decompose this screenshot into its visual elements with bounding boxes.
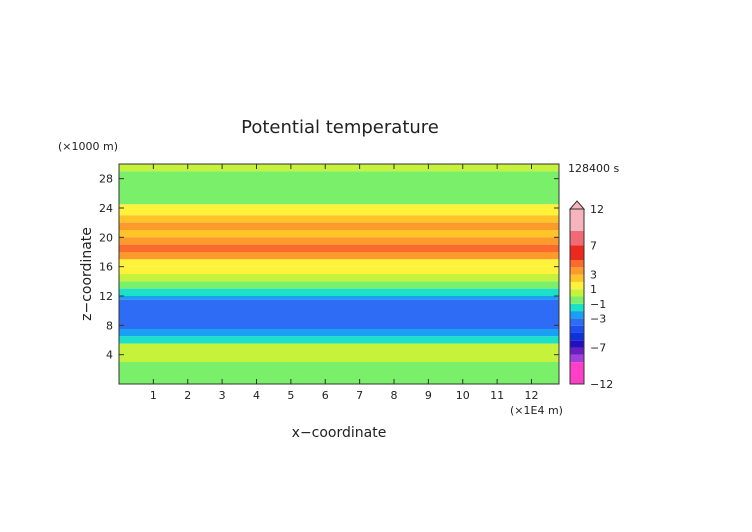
x-axis-label: x−coordinate: [292, 425, 387, 441]
x-unit-label: (×1E4 m): [510, 404, 563, 417]
colorbar-labels: 12 7 31 −1−3 −7 −12: [590, 203, 613, 391]
colorbar-label-4: −1: [590, 298, 606, 311]
colorbar-segment-15: [570, 245, 584, 261]
heatmap-band-5: [119, 230, 559, 238]
y-tick-label-0: 4: [106, 349, 113, 362]
x-tick-label-5: 6: [322, 389, 329, 402]
heatmap-band-12: [119, 281, 559, 289]
heatmap-band-13: [119, 288, 559, 296]
heatmap-band-3: [119, 215, 559, 223]
y-axis-ticks: 4 8 12 16 20 24 28: [99, 173, 559, 362]
colorbar-segment-16: [570, 230, 584, 246]
heatmap-plot-area: [118, 163, 560, 385]
x-axis-ticks: 1 2 3 4 5 6 7 8 9 10 11 12: [150, 164, 539, 402]
x-tick-label-1: 2: [184, 389, 191, 402]
colorbar-label-2: 3: [590, 269, 597, 282]
heatmap-band-14: [119, 296, 559, 300]
colorbar-label-6: −7: [590, 342, 606, 355]
x-tick-label-2: 3: [219, 389, 226, 402]
colorbar-label-1: 7: [590, 239, 597, 252]
colorbar-segment-14: [570, 260, 584, 268]
y-axis-label: z−coordinate: [79, 227, 95, 321]
heatmap-band-11: [119, 274, 559, 282]
colorbar-segment-17: [570, 209, 584, 231]
colorbar-segment-6: [570, 318, 584, 326]
heatmap-band-18: [119, 343, 559, 362]
heatmap-band-0: [119, 164, 559, 172]
x-tick-label-4: 5: [287, 389, 294, 402]
chart-title: Potential temperature: [241, 117, 439, 138]
colorbar-extend-arrow: [568, 200, 586, 210]
colorbar-label-3: 1: [590, 283, 597, 296]
x-tick-label-11: 12: [525, 389, 539, 402]
colorbar-segment-12: [570, 274, 584, 282]
colorbar-segment-11: [570, 281, 584, 290]
x-tick-label-10: 11: [490, 389, 504, 402]
colorbar: [568, 200, 586, 385]
heatmap-band-2: [119, 204, 559, 216]
colorbar-label-7: −12: [590, 378, 613, 391]
colorbar-label-5: −3: [590, 312, 606, 325]
y-tick-label-4: 20: [99, 231, 113, 244]
colorbar-segment-4: [570, 332, 584, 341]
colorbar-segment-1: [570, 354, 584, 363]
colorbar-segment-10: [570, 289, 584, 297]
colorbar-segment-13: [570, 267, 584, 275]
heatmap-band-16: [119, 329, 559, 337]
heatmap-band-10: [119, 266, 559, 274]
heatmap-band-6: [119, 237, 559, 245]
colorbar-segment-5: [570, 325, 584, 333]
colorbar-frame: [569, 208, 585, 385]
y-tick-label-3: 16: [99, 261, 113, 274]
colorbar-label-0: 12: [590, 203, 604, 216]
x-tick-label-7: 8: [391, 389, 398, 402]
y-tick-label-1: 8: [106, 319, 113, 332]
heatmap-band-9: [119, 259, 559, 267]
y-tick-label-5: 24: [99, 202, 113, 215]
heatmap-band-8: [119, 252, 559, 260]
colorbar-segment-2: [570, 347, 584, 355]
colorbar-segment-3: [570, 340, 584, 348]
colorbar-segment-9: [570, 296, 584, 304]
time-label: 128400 s: [568, 162, 619, 175]
colorbar-segment-7: [570, 311, 584, 319]
x-tick-label-6: 7: [356, 389, 363, 402]
heatmap-band-15: [119, 299, 559, 329]
colorbar-segment-8: [570, 303, 584, 312]
heatmap-band-1: [119, 171, 559, 205]
heatmap-band-19: [119, 362, 559, 384]
heatmap-band-7: [119, 244, 559, 252]
y-unit-label: (×1000 m): [58, 140, 118, 153]
colorbar-segment-0: [570, 362, 584, 384]
x-tick-label-3: 4: [253, 389, 260, 402]
x-tick-label-0: 1: [150, 389, 157, 402]
plot-frame: [118, 163, 560, 385]
y-tick-label-6: 28: [99, 173, 113, 186]
heatmap-band-4: [119, 222, 559, 230]
y-tick-label-2: 12: [99, 290, 113, 303]
x-tick-label-8: 9: [425, 389, 432, 402]
x-tick-label-9: 10: [456, 389, 470, 402]
heatmap-band-17: [119, 336, 559, 344]
